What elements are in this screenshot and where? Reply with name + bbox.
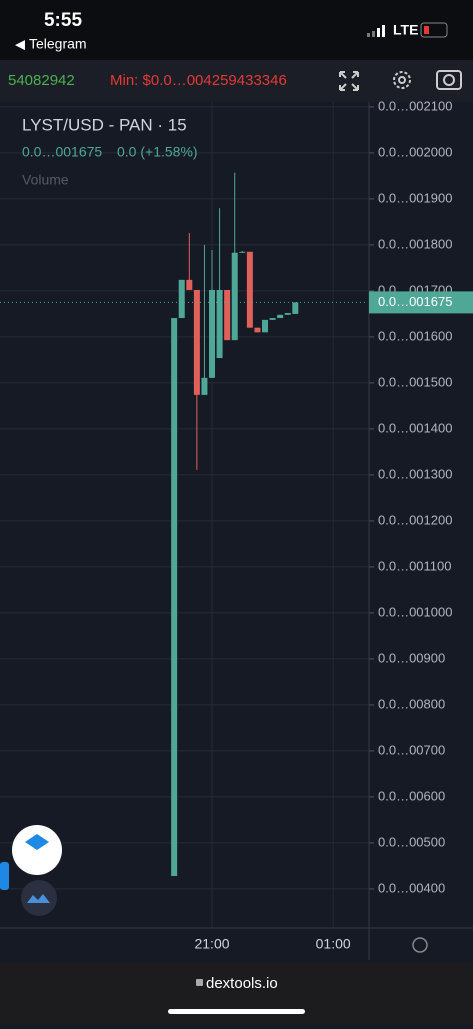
axis-settings-icon[interactable] xyxy=(412,937,428,953)
candle-body xyxy=(239,251,246,253)
candle-body xyxy=(186,279,193,290)
y-tick-label: 0.0…00800 xyxy=(378,696,445,711)
home-indicator[interactable] xyxy=(168,1009,305,1014)
dextools-button[interactable] xyxy=(21,880,57,916)
fullscreen-icon[interactable] xyxy=(339,71,359,91)
candle-body xyxy=(269,318,276,320)
y-tick-label: 0.0…001900 xyxy=(378,190,452,205)
y-tick-label: 0.0…00600 xyxy=(378,788,445,803)
candle-body xyxy=(262,319,269,333)
y-tick-label: 0.0…001500 xyxy=(378,374,452,389)
battery-level xyxy=(424,26,429,34)
y-tick-label: 0.0…001400 xyxy=(378,420,452,435)
price: 54082942 xyxy=(8,72,75,89)
chart-title: LYST/USD - PAN · 15 xyxy=(22,115,187,134)
candle-body xyxy=(201,377,208,395)
y-tick-label: 0.0…001000 xyxy=(378,604,452,619)
back-app[interactable]: Telegram xyxy=(29,36,87,52)
x-tick-label: 01:00 xyxy=(316,936,351,952)
status-bar xyxy=(0,0,473,60)
candle-body xyxy=(224,289,231,341)
y-tick-label: 0.0…001300 xyxy=(378,466,452,481)
candle-body xyxy=(231,252,238,341)
candle-body xyxy=(171,318,178,877)
y-tick-label: 0.0…001800 xyxy=(378,236,452,251)
last-price-box xyxy=(369,291,473,314)
url: dextools.io xyxy=(206,975,278,992)
y-tick-label: 0.0…001200 xyxy=(378,512,452,527)
candle-body xyxy=(246,251,253,328)
clock: 5:55 xyxy=(44,10,82,31)
candle-body xyxy=(277,314,284,319)
dextools-logo xyxy=(27,894,50,903)
candle-body xyxy=(254,327,261,333)
y-tick-label: 0.0…00500 xyxy=(378,834,445,849)
y-tick-label: 0.0…002100 xyxy=(378,98,452,113)
y-tick-label: 0.0…002000 xyxy=(378,144,452,159)
y-tick-label: 0.0…00700 xyxy=(378,742,445,757)
candle-body xyxy=(284,312,291,315)
camera-icon[interactable] xyxy=(436,70,462,90)
toolbar xyxy=(0,60,473,102)
browser-bar xyxy=(0,962,473,1024)
academy-logo xyxy=(25,834,49,850)
last-price-text: 0.0…001675 xyxy=(22,144,102,160)
settings-icon[interactable] xyxy=(393,71,411,89)
x-tick-label: 21:00 xyxy=(194,936,229,952)
network: LTE xyxy=(393,22,418,38)
candle-body xyxy=(178,279,185,319)
camera-lens xyxy=(443,74,455,86)
lock-icon xyxy=(196,979,203,986)
candle-body xyxy=(209,289,216,378)
candle-body xyxy=(216,289,223,359)
battery xyxy=(420,22,448,38)
candle-body xyxy=(292,302,299,314)
side-tab[interactable] xyxy=(0,862,9,890)
y-tick-label: 0.0…001100 xyxy=(378,558,452,573)
back-arrow[interactable]: ◀ xyxy=(15,36,25,51)
y-tick-label: 0.0…001600 xyxy=(378,328,452,343)
candle-body xyxy=(193,289,200,395)
y-tick-label: 0.0…00900 xyxy=(378,650,445,665)
settings-icon-center xyxy=(398,76,406,84)
volume-label: Volume xyxy=(22,172,69,188)
y-tick-label: 0.0…00400 xyxy=(378,880,445,895)
signal xyxy=(367,25,385,37)
min-price: Min: $0.0…004259433346 xyxy=(110,72,287,89)
change-text: 0.0 (+1.58%) xyxy=(117,144,198,160)
last-price-label: 0.0…001675 xyxy=(378,294,452,309)
